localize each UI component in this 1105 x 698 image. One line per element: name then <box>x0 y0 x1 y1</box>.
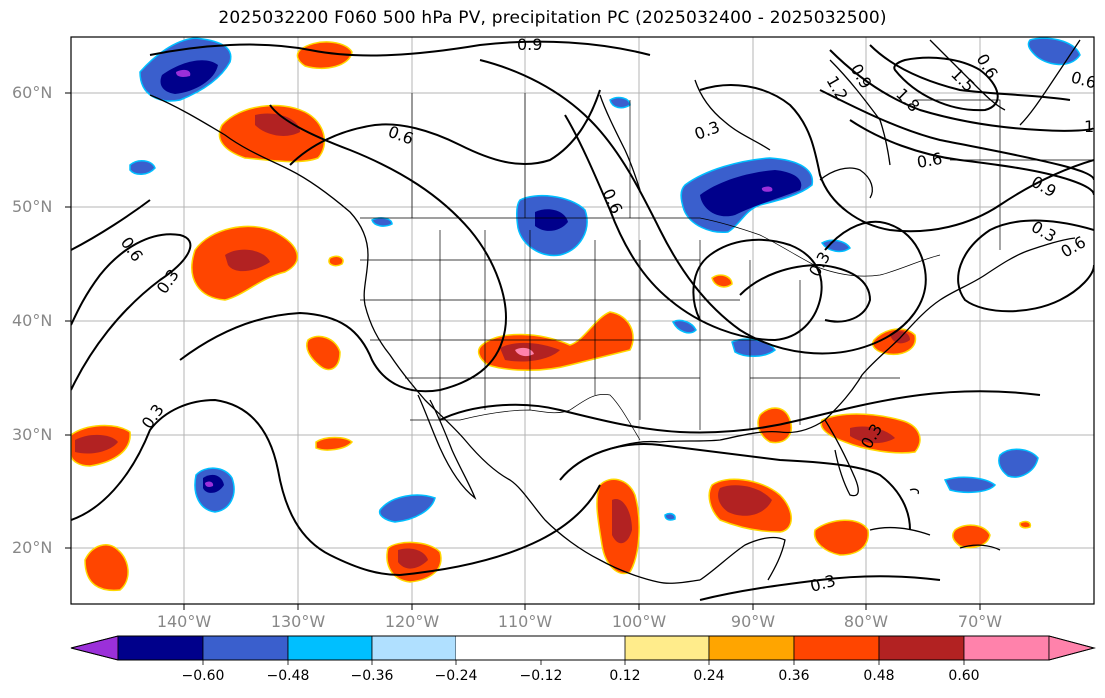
pv-contour-1.5-east <box>869 44 1071 101</box>
colorbar-tick-label: 0.12 <box>609 668 641 684</box>
pv-contour-0.9-east <box>819 89 1094 181</box>
pv-contour-0.6-east <box>849 119 1094 196</box>
precip-blob-nw <box>296 41 353 70</box>
axis-ticks <box>65 92 981 610</box>
pv-contour-0.3-trough <box>479 59 927 355</box>
political-borders <box>360 93 1094 441</box>
pv-contour-0.6-west <box>71 199 151 251</box>
coast-pacific-nw <box>149 94 701 584</box>
colorbar-tick-label: −0.60 <box>181 668 225 684</box>
lon-label-70w: 70°W <box>957 612 1003 631</box>
pv-contour-0.3-south <box>71 398 401 576</box>
pv-contour-0.3-south2 <box>399 484 601 576</box>
pv-contour-0.3-west <box>71 233 192 391</box>
colorbar-extend-high <box>1048 635 1096 661</box>
lon-label-110w: 110°W <box>497 612 553 631</box>
colorbar-tick-label: −0.48 <box>266 668 310 684</box>
precip-blob-caribbean <box>813 519 869 556</box>
lon-label-130w: 130°W <box>270 612 326 631</box>
pv-contours <box>71 40 1094 601</box>
lon-label-120w: 120°W <box>384 612 440 631</box>
lon-label-80w: 80°W <box>843 612 889 631</box>
lat-label-20n: 20°N <box>12 538 53 557</box>
lat-label-30n: 30°N <box>12 425 53 444</box>
pv-contour-0.6-trough <box>564 114 823 342</box>
pv-contour-1.8-east <box>893 56 999 112</box>
colorbar-tick-label: 0.60 <box>948 668 980 684</box>
pv-contour-0.3-central <box>179 104 507 393</box>
coast-gulf-of-mexico <box>599 419 859 497</box>
lon-label-140w: 140°W <box>156 612 212 631</box>
pv-contour-0.3-caribbean <box>699 575 941 601</box>
pv-contour-1.2-east <box>829 49 1094 132</box>
coast-east <box>824 237 1076 421</box>
lon-label-100w: 100°W <box>611 612 667 631</box>
pv-contour-0.3-gulf <box>559 443 911 531</box>
coast-baja <box>417 394 477 500</box>
coastlines <box>149 39 1081 584</box>
pv-contour-0.6-alaska <box>289 89 601 166</box>
colorbar-tick-label: −0.24 <box>434 668 478 684</box>
pv-contour-0.9-north <box>149 40 651 57</box>
pv-contour-0.3-east <box>699 84 1094 233</box>
pv-contour-0.3-greatlakes <box>739 263 872 323</box>
contour-label: 0.6 <box>915 149 943 172</box>
pv-contour-0.6-gulf <box>439 390 1041 434</box>
coast-yucatan <box>699 536 786 581</box>
precip-blob-offshore <box>306 335 341 371</box>
pv-contour-0.3-ne <box>957 219 1094 313</box>
colorbar-tick-label: 0.36 <box>778 668 810 684</box>
lat-label-60n: 60°N <box>12 83 53 102</box>
lat-label-40n: 40°N <box>12 311 53 330</box>
contour-label: 1.2 <box>1084 117 1105 136</box>
colorbar-tick-label: 0.24 <box>693 668 725 684</box>
lon-label-90w: 90°W <box>730 612 776 631</box>
lat-label-50n: 50°N <box>12 197 53 216</box>
colorbar-extend-low <box>70 635 119 661</box>
colorbar-tick-label: −0.12 <box>519 668 563 684</box>
precip-negative <box>129 37 1081 523</box>
contour-label: 0.9 <box>517 35 542 54</box>
colorbar <box>70 635 1096 665</box>
colorbar-tick-label: −0.36 <box>350 668 394 684</box>
colorbar-tick-label: 0.48 <box>863 668 895 684</box>
precip-blob-southwest-pac <box>84 544 129 592</box>
plot-title: 2025032200 F060 500 hPa PV, precipitatio… <box>218 8 887 28</box>
